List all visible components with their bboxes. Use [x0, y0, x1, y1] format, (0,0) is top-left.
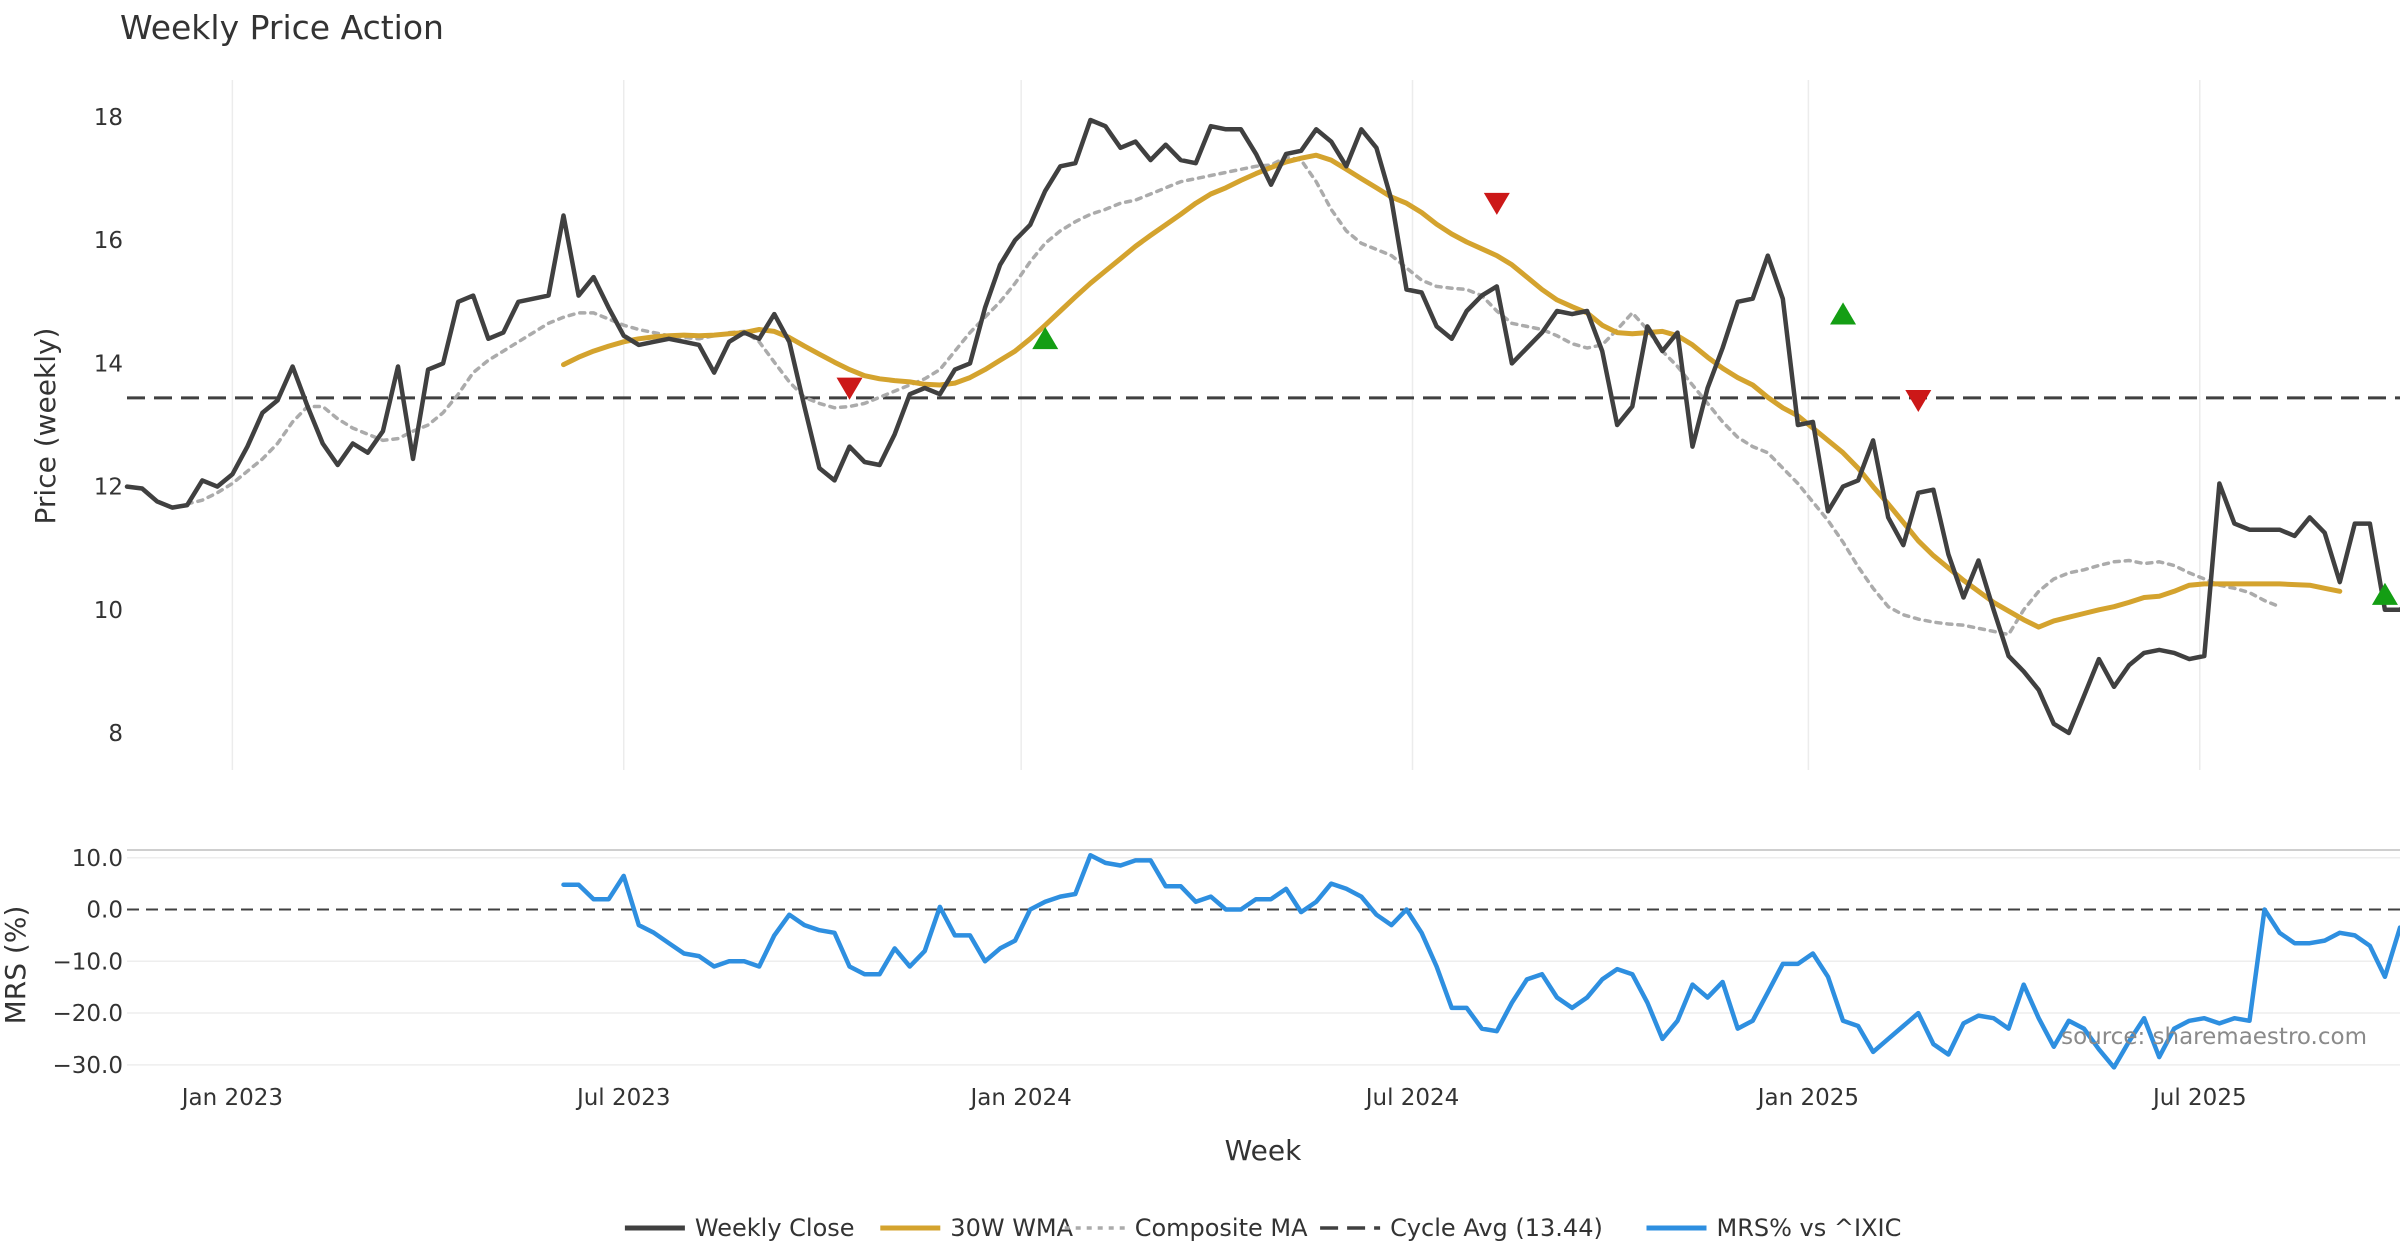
mrs-y-axis-label: MRS (%)	[0, 906, 32, 1025]
legend-label: Weekly Close	[695, 1214, 855, 1242]
legend-label: MRS% vs ^IXIC	[1717, 1214, 1902, 1242]
legend-item: Composite MA	[1064, 1214, 1308, 1242]
mrs-y-tick-label: −20.0	[53, 1001, 123, 1027]
legend-item: 30W WMA	[880, 1214, 1074, 1242]
signal-markers	[836, 192, 2398, 605]
legend-label: Composite MA	[1135, 1214, 1308, 1242]
buy-signal-marker	[1830, 302, 1857, 325]
x-tick-label: Jan 2025	[1756, 1085, 1859, 1111]
price-y-tick-label: 8	[108, 721, 123, 747]
chart-title: Weekly Price Action	[120, 8, 444, 47]
price-y-tick-label: 14	[94, 351, 123, 377]
wma-30w-line	[561, 152, 2343, 630]
buy-signal-marker	[2371, 582, 2398, 605]
weekly-close-line	[124, 117, 2400, 736]
buy-signal-marker	[1032, 327, 1059, 350]
sell-signal-marker	[1483, 192, 1510, 215]
price-y-tick-label: 18	[94, 105, 123, 131]
price-y-tick-label: 10	[94, 598, 123, 624]
source-annotation: source: sharemaestro.com	[2061, 1024, 2367, 1050]
mrs-series	[561, 852, 2400, 1070]
legend-item: Weekly Close	[624, 1214, 855, 1242]
price-y-tick-label: 12	[94, 475, 123, 501]
composite-ma-line	[185, 155, 2282, 637]
sell-signal-marker	[836, 377, 863, 400]
mrs-line	[561, 852, 2400, 1070]
price-series	[124, 117, 2400, 736]
mrs-y-tick-label: −30.0	[53, 1053, 123, 1079]
x-tick-label: Jul 2024	[1364, 1085, 1460, 1111]
x-tick-label: Jul 2025	[2151, 1085, 2247, 1111]
x-tick-label: Jan 2023	[180, 1085, 283, 1111]
price-y-tick-label: 16	[94, 228, 123, 254]
x-axis-ticks: Jan 2023 Jul 2023 Jan 2024 Jul 2024 Jan 2025…	[180, 1085, 2247, 1111]
legend-label: Cycle Avg (13.44)	[1390, 1214, 1603, 1242]
legend-label: 30W WMA	[950, 1214, 1073, 1242]
legend-item: Cycle Avg (13.44)	[1320, 1214, 1603, 1242]
legend: Weekly Close 30W WMA Composite MA Cycle Avg…	[624, 1214, 1902, 1242]
mrs-y-tick-label: −10.0	[53, 949, 123, 975]
mrs-panel: 10.0 0.0 −10.0 −20.0 −30.0	[53, 846, 2400, 1079]
price-gridlines	[231, 80, 2201, 770]
mrs-y-tick-label: 10.0	[72, 846, 123, 872]
mrs-y-ticks: 10.0 0.0 −10.0 −20.0 −30.0	[53, 846, 123, 1079]
legend-item: MRS% vs ^IXIC	[1646, 1214, 1902, 1242]
price-panel: 8 10 12 14 16 18	[94, 80, 2400, 770]
mrs-gridlines	[127, 857, 2400, 1066]
x-tick-label: Jan 2024	[968, 1085, 1071, 1111]
mrs-y-tick-label: 0.0	[86, 898, 123, 924]
price-y-axis-label: Price (weekly)	[29, 328, 62, 525]
sell-signal-marker	[1905, 389, 1932, 413]
price-y-ticks: 8 10 12 14 16 18	[94, 105, 123, 747]
x-tick-label: Jul 2023	[575, 1085, 671, 1111]
x-axis-label: Week	[1225, 1134, 1302, 1167]
